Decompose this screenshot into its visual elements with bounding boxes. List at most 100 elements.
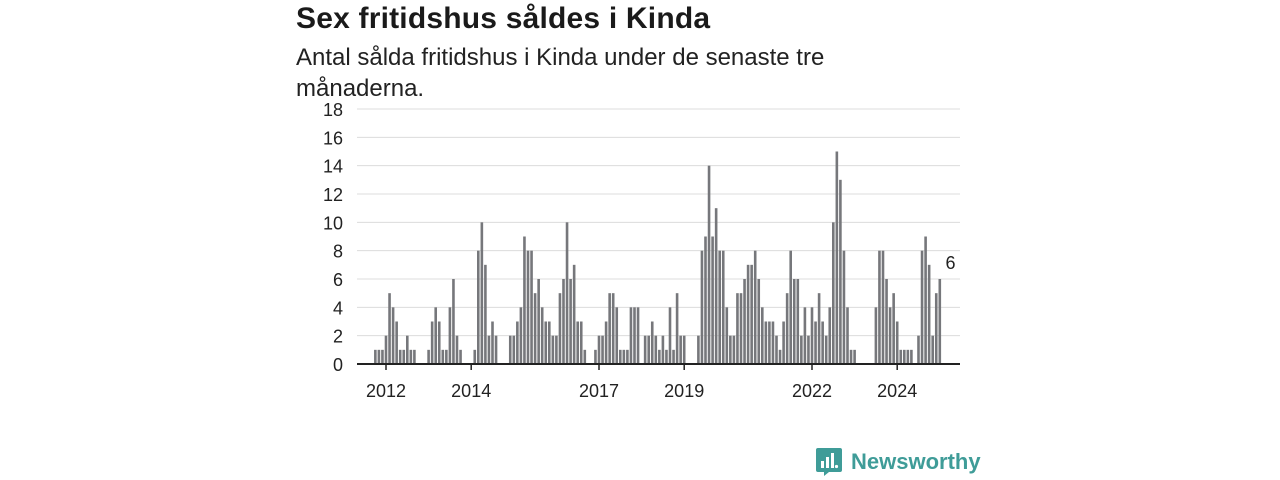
bar	[455, 335, 459, 364]
bar	[750, 264, 753, 364]
bar	[611, 293, 615, 364]
bar	[892, 293, 895, 364]
bar	[832, 222, 835, 364]
bar	[533, 293, 537, 364]
bar	[814, 321, 817, 364]
bar	[565, 222, 569, 364]
bar	[725, 307, 729, 364]
bar	[572, 264, 576, 364]
bar	[413, 349, 416, 364]
bar	[714, 208, 718, 364]
bar	[885, 279, 888, 364]
bar	[633, 307, 636, 364]
bar	[739, 293, 743, 364]
x-tick-label: 2019	[664, 381, 704, 401]
bar	[402, 349, 406, 364]
bar	[434, 307, 437, 364]
bar	[650, 321, 654, 364]
bar-chart: 0 2 4 6 8 10 12 14 16 18 6 2012 2014 2017 2019 2022 2024	[323, 100, 960, 401]
bar	[477, 250, 480, 364]
bar	[789, 250, 792, 364]
bar	[920, 250, 924, 364]
bar	[874, 307, 878, 364]
bar	[619, 349, 622, 364]
bar	[778, 349, 782, 364]
highlight-data-label: 6	[945, 253, 955, 273]
y-tick-label: 18	[323, 100, 343, 120]
bar	[828, 307, 832, 364]
bar	[441, 349, 445, 364]
bar	[661, 335, 665, 364]
bar	[810, 307, 814, 364]
bar	[555, 335, 558, 364]
bar	[526, 250, 530, 364]
bar	[853, 349, 856, 364]
bar	[530, 250, 533, 364]
bar	[753, 250, 757, 364]
bar	[537, 279, 540, 364]
bar	[881, 250, 885, 364]
bar	[395, 321, 398, 364]
bar	[608, 293, 611, 364]
bar	[647, 335, 650, 364]
bar	[771, 321, 775, 364]
bar	[377, 349, 381, 364]
bar	[540, 307, 544, 364]
bar	[558, 293, 562, 364]
newsworthy-logo-icon	[816, 448, 842, 476]
bar	[764, 321, 768, 364]
bar	[374, 349, 377, 364]
x-tick-label: 2022	[792, 381, 832, 401]
bar	[917, 335, 920, 364]
bar	[721, 250, 725, 364]
bar	[622, 349, 626, 364]
bar	[775, 335, 778, 364]
bar	[931, 335, 934, 364]
bar	[732, 335, 736, 364]
bar	[544, 321, 548, 364]
bar	[512, 335, 516, 364]
bar	[824, 335, 828, 364]
bar	[430, 321, 434, 364]
bar	[484, 264, 487, 364]
bar	[398, 349, 402, 364]
bar	[569, 279, 572, 364]
bar	[878, 250, 881, 364]
bar	[927, 264, 931, 364]
bar	[615, 307, 619, 364]
bar	[384, 335, 388, 364]
y-tick-label: 12	[323, 185, 343, 205]
y-tick-label: 10	[323, 213, 343, 233]
bar	[746, 264, 750, 364]
bar	[508, 335, 512, 364]
bar	[452, 279, 455, 364]
bar	[516, 321, 519, 364]
bar	[562, 279, 565, 364]
bar	[700, 250, 704, 364]
bar	[672, 349, 675, 364]
bar	[934, 293, 938, 364]
bar	[437, 321, 441, 364]
bar	[846, 307, 849, 364]
x-tick-label: 2024	[877, 381, 917, 401]
bar	[604, 321, 608, 364]
bar	[448, 307, 452, 364]
bar	[494, 335, 498, 364]
bar	[583, 349, 587, 364]
bar	[842, 250, 846, 364]
bar	[679, 335, 682, 364]
bar	[523, 236, 526, 364]
bar	[792, 279, 796, 364]
x-tick-label: 2017	[579, 381, 619, 401]
x-tick-label: 2014	[451, 381, 491, 401]
y-tick-label: 16	[323, 128, 343, 148]
bar	[629, 307, 633, 364]
bar	[743, 279, 746, 364]
bar	[480, 222, 484, 364]
bar	[835, 151, 839, 364]
bar	[707, 165, 711, 364]
bar	[597, 335, 601, 364]
bar	[473, 349, 477, 364]
y-tick-label: 14	[323, 157, 343, 177]
x-tick-label: 2012	[366, 381, 406, 401]
